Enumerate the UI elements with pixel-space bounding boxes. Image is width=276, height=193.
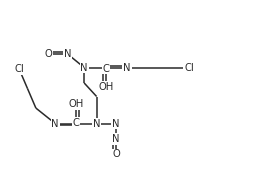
Text: N: N [123, 63, 131, 73]
Text: N: N [51, 119, 59, 129]
Text: C: C [73, 118, 79, 128]
Text: OH: OH [99, 82, 114, 92]
Text: N: N [64, 49, 71, 59]
Text: C: C [103, 63, 110, 74]
Text: N: N [80, 63, 88, 73]
Text: O: O [44, 49, 52, 59]
Text: N: N [112, 119, 120, 129]
Text: N: N [112, 134, 120, 144]
Text: Cl: Cl [184, 63, 194, 73]
Text: N: N [93, 119, 100, 129]
Text: Cl: Cl [14, 64, 24, 74]
Text: O: O [112, 149, 120, 159]
Text: OH: OH [68, 99, 84, 109]
